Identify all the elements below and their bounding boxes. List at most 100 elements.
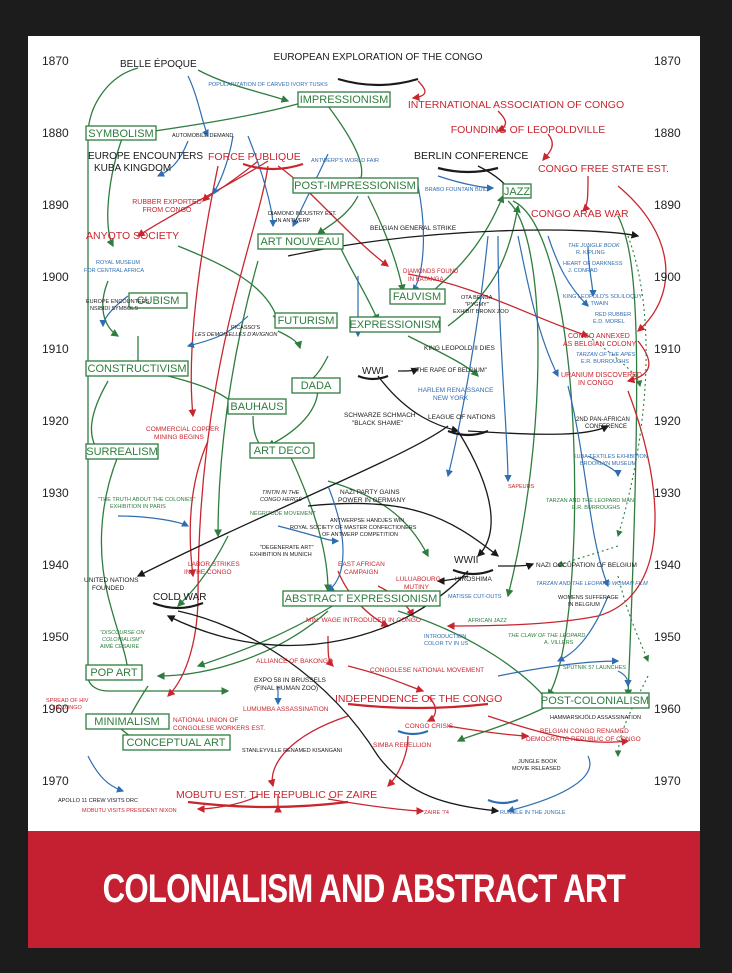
- harlem-label-2: NEW YORK: [433, 395, 469, 402]
- schwarze-schmach-label: SCHWARZE SCHMACH: [344, 412, 416, 419]
- womens-suffrage-label-2: IN BELGIUM: [568, 602, 600, 608]
- picasso-label-2: LES DEMOISELLES D'AVIGNON: [195, 332, 277, 338]
- tarzan-apes-label-2: E.R. BURROUGHS: [581, 359, 629, 365]
- year-label: 1870: [42, 54, 69, 68]
- pop-art-label: POP ART: [90, 667, 138, 679]
- conceptual-art-label: CONCEPTUAL ART: [126, 737, 225, 749]
- year-label: 1880: [654, 126, 681, 140]
- luluabourg-label: LULUABOURG: [396, 576, 441, 583]
- hiroshima-label: HIROSHIMA: [455, 576, 493, 583]
- timeline-diagram: 1870 1880 1890 1900 1910 1920 1930 1940 …: [42, 52, 681, 816]
- art-movement-boxes: [85, 91, 650, 751]
- hammarskjold-label: HAMMARSKJÖLD ASSASSINATION: [550, 714, 641, 721]
- national-union-label-2: CONGOLESE WORKERS EST.: [173, 725, 265, 732]
- truth-colonies-label-2: EXHIBITION IN PARIS: [110, 504, 166, 510]
- fauvism-label: FAUVISM: [393, 291, 441, 303]
- discourse-label: "DISCOURSE ON: [100, 630, 144, 636]
- degenerate-art-label-2: EXHIBITION IN MUNICH: [250, 552, 312, 558]
- title-banner: COLONIALISM AND ABSTRACT ART: [28, 831, 700, 948]
- spread-hiv-label: SPREAD OF HIV: [46, 698, 89, 704]
- dotted-connections: [557, 235, 650, 758]
- belgian-strike-label: BELGIAN GENERAL STRIKE: [370, 225, 457, 232]
- cubism-label: CUBISM: [137, 295, 180, 307]
- europe-nsibidi-label-2: NSIBIDI SYMBOLS: [90, 306, 138, 312]
- dada-label: DADA: [301, 380, 332, 392]
- truth-colonies-label: "THE TRUTH ABOUT THE COLONIES": [98, 497, 195, 503]
- diamond-industry-label-2: IN ANTWERP: [276, 218, 311, 224]
- year-label: 1910: [654, 342, 681, 356]
- year-labels-right: 1870 1880 1890 1900 1910 1920 1930 1940 …: [654, 54, 681, 788]
- european-exploration-label: EUROPEAN EXPLORATION OF THE CONGO: [273, 52, 482, 63]
- tintin-label: TINTIN IN THE: [262, 490, 300, 496]
- king-leopold-dies-label: KING LEOPOLD II DIES: [424, 345, 495, 352]
- art-deco-label: ART DECO: [254, 445, 311, 457]
- luluabourg-label-2: MUTINY: [404, 584, 430, 591]
- nazi-power-label: NAZI PARTY GAINS: [340, 489, 400, 496]
- national-union-label: NATIONAL UNION OF: [173, 717, 238, 724]
- minimalism-label: MINIMALISM: [94, 716, 159, 728]
- negritude-label: NÉGRITUDE MOVEMENT: [250, 510, 316, 517]
- lumumba-label: LUMUMBA ASSASSINATION: [243, 706, 329, 713]
- wwii-label: WWII: [454, 555, 478, 566]
- alliance-bakongo-label: ALLIANCE OF BAKONGO: [256, 658, 333, 665]
- expo58-label-2: (FINAL HUMAN ZOO): [254, 685, 318, 692]
- harlem-label: HARLEM RENAISSANCE: [418, 387, 494, 394]
- kuba-textiles-label: KUBA TEXTILES EXHIBITION: [573, 454, 648, 460]
- tarzan-apes-label: TARZAN OF THE APES: [576, 352, 636, 358]
- color-tv-label: INTRODUCTION: [424, 634, 466, 640]
- king-soliloquy-label: KING LEOPOLD'S SOLILOQUY: [563, 294, 642, 300]
- event-labels: BELLE ÉPOQUE EUROPEAN EXPLORATION OF THE…: [46, 52, 669, 816]
- europe-kuba-label: EUROPE ENCOUNTERS: [88, 151, 203, 162]
- belgian-congo-renamed-label-2: DEMOCRATIC REPUBLIC OF CONGO: [526, 736, 641, 743]
- ota-benga-label: OTA BENGA: [461, 295, 493, 301]
- uranium-label: URANIUM DISCOVERED: [561, 372, 642, 379]
- anyoto-society-label: ANYOTO SOCIETY: [86, 230, 179, 242]
- symbolism-label: SYMBOLISM: [88, 128, 153, 140]
- year-label: 1940: [654, 558, 681, 572]
- intl-association-label: INTERNATIONAL ASSOCIATION OF CONGO: [408, 99, 624, 111]
- event-arcs: [152, 77, 519, 809]
- mobutu-label: MOBUTU EST. THE REPUBLIC OF ZAIRE: [176, 789, 377, 801]
- expo58-label: EXPO 58 IN BRUSSELS: [254, 677, 327, 684]
- discourse-label-2: COLONIALISM": [102, 637, 143, 643]
- year-label: 1900: [42, 270, 69, 284]
- labor-strikes-label: LABOR STRIKES: [188, 561, 240, 568]
- antwerp-fair-label: ANTWERP'S WORLD FAIR: [311, 158, 379, 164]
- royal-museum-label-2: FOR CENTRAL AFRICA: [84, 268, 144, 274]
- mobutu-nixon-label: MOBUTU VISITS PRESIDENT NIXON: [82, 808, 177, 814]
- year-label: 1930: [42, 486, 69, 500]
- east-african-label: EAST AFRICAN: [338, 561, 385, 568]
- congo-arab-war-label: CONGO ARAB WAR: [531, 208, 629, 220]
- force-publique-label: FORCE PUBLIQUE: [208, 151, 301, 163]
- african-jazz-label: AFRICAN JAZZ: [468, 618, 507, 624]
- year-label: 1870: [654, 54, 681, 68]
- cold-war-label: COLD WAR: [153, 592, 207, 603]
- diamonds-katanga-label-2: IN KATANGA: [408, 277, 443, 283]
- united-nations-label-2: FOUNDED: [92, 585, 124, 592]
- congo-annexed-label: CONGO ANNEXED: [568, 333, 630, 340]
- pan-african-label-2: CONFERENCE: [585, 424, 627, 430]
- year-label: 1900: [654, 270, 681, 284]
- year-label: 1970: [42, 774, 69, 788]
- year-label: 1910: [42, 342, 69, 356]
- womens-suffrage-label: WOMENS SUFFERAGE: [558, 595, 619, 601]
- tarzan-leopard-man-label: TARZAN AND THE LEOPARD MAN: [546, 498, 634, 504]
- europe-kuba-label-2: KUBA KINGDOM: [94, 163, 171, 174]
- antwerpse-label: ANTWERPSE HANDJES WIN: [330, 518, 404, 524]
- discourse-label-3: AIMÉ CÉSAIRE: [100, 643, 139, 650]
- independence-label: INDEPENDENCE OF THE CONGO: [335, 693, 502, 705]
- jungle-book-label: THE JUNGLE BOOK: [568, 243, 620, 249]
- red-rubber-label: RED RUBBER: [595, 312, 631, 318]
- congolese-national-label: CONGOLESE NATIONAL MOVEMENT: [370, 667, 484, 674]
- color-tv-label-2: COLOR TV IN US: [424, 641, 469, 647]
- art-nouveau-label: ART NOUVEAU: [260, 236, 339, 248]
- copper-label: COMMERCIAL COPPER: [146, 426, 219, 433]
- rape-belgium-label: "THE RAPE OF BELGIUM": [414, 368, 487, 374]
- rumble-jungle-label: RUMBLE IN THE JUNGLE: [500, 810, 566, 816]
- bauhaus-label: BAUHAUS: [230, 401, 283, 413]
- king-soliloquy-label-2: M. TWAIN: [583, 301, 608, 307]
- heart-darkness-label: HEART OF DARKNESS: [563, 261, 623, 267]
- post-impressionism-label: POST-IMPRESSIONISM: [294, 180, 416, 192]
- year-labels-left: 1870 1880 1890 1900 1910 1920 1930 1940 …: [42, 54, 69, 788]
- spread-hiv-label-2: IN CONGO: [54, 705, 83, 711]
